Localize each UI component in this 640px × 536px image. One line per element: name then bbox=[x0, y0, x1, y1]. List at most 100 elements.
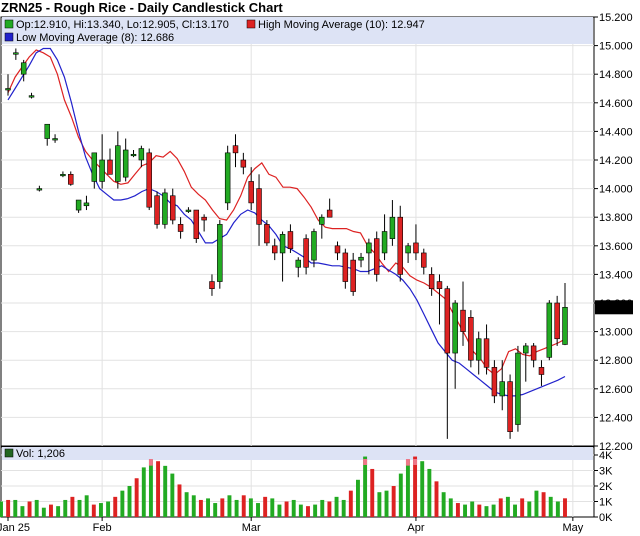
candle-body bbox=[475, 338, 482, 361]
volume-bar bbox=[220, 498, 225, 517]
high-ma-legend-swatch bbox=[246, 19, 256, 29]
candle-body bbox=[130, 153, 137, 157]
candle-body bbox=[264, 224, 270, 244]
volume-bar bbox=[134, 478, 139, 517]
volume-bar bbox=[498, 498, 503, 517]
candle-body bbox=[5, 88, 11, 91]
volume-tick-label: 2K bbox=[599, 481, 613, 493]
volume-bar bbox=[91, 504, 96, 517]
candle-body bbox=[546, 302, 553, 358]
candle-body bbox=[562, 306, 568, 345]
low-ma-legend-text: Low Moving Average (8): 12.686 bbox=[16, 32, 174, 44]
volume-bar bbox=[513, 504, 517, 517]
candle-body bbox=[201, 216, 207, 221]
candle-body bbox=[138, 148, 145, 161]
volume-bar bbox=[341, 499, 346, 517]
volume-bar bbox=[198, 499, 203, 517]
candle-body bbox=[515, 352, 521, 425]
candle-body bbox=[115, 145, 121, 182]
price-panel bbox=[0, 16, 595, 447]
volume-bar bbox=[256, 503, 260, 517]
price-tick-label: 12.600 bbox=[599, 384, 633, 396]
volume-bar bbox=[355, 479, 360, 517]
candle-body bbox=[350, 259, 356, 292]
price-tick-label: 13.000 bbox=[599, 327, 633, 339]
candle-body bbox=[154, 195, 160, 225]
candle-body bbox=[60, 174, 66, 177]
candle-body bbox=[224, 152, 231, 204]
candle-body bbox=[319, 216, 325, 225]
candle-body bbox=[483, 338, 490, 368]
volume-bar bbox=[270, 498, 275, 517]
price-tick-label: 14.200 bbox=[599, 155, 633, 167]
candle-body bbox=[530, 345, 537, 361]
volume-bar bbox=[141, 467, 146, 517]
volume-overflow-mark bbox=[363, 459, 368, 465]
price-tick-label: 14.600 bbox=[599, 98, 633, 110]
candle-body bbox=[52, 138, 58, 141]
date-label: Jan 25 bbox=[0, 522, 30, 534]
volume-bar bbox=[113, 496, 118, 517]
volume-bar bbox=[120, 490, 125, 517]
volume-bar bbox=[370, 468, 375, 517]
volume-bar bbox=[441, 492, 446, 517]
volume-bar bbox=[27, 501, 32, 517]
volume-bar bbox=[6, 499, 11, 517]
candle-body bbox=[28, 95, 35, 98]
volume-bar bbox=[127, 486, 132, 517]
candle-body bbox=[428, 274, 435, 289]
volume-bar bbox=[348, 490, 353, 517]
candle-body bbox=[279, 234, 286, 254]
price-tick-label: 14.400 bbox=[599, 126, 633, 138]
volume-bar bbox=[284, 501, 289, 517]
volume-bar bbox=[291, 499, 296, 517]
volume-bar bbox=[398, 473, 403, 517]
candle-body bbox=[554, 302, 560, 340]
volume-bar bbox=[520, 498, 525, 517]
volume-bar bbox=[177, 484, 182, 517]
candle-body bbox=[491, 367, 498, 397]
candle-body bbox=[272, 245, 278, 254]
volume-bar bbox=[484, 506, 489, 517]
candle-body bbox=[122, 149, 129, 178]
ohlc-legend-text: Op:12.910, Hi:13.340, Lo:12.905, Cl:13.1… bbox=[16, 19, 229, 31]
volume-tick-label: 3K bbox=[599, 466, 613, 478]
volume-bar bbox=[527, 501, 532, 517]
volume-bar bbox=[563, 498, 567, 517]
volume-bar bbox=[313, 504, 318, 517]
high-ma-legend-text: High Moving Average (10): 12.947 bbox=[258, 19, 425, 31]
candle-body bbox=[99, 159, 105, 182]
volume-bar bbox=[470, 501, 475, 517]
volume-bar bbox=[170, 473, 175, 517]
volume-bar bbox=[106, 501, 111, 517]
candle-body bbox=[413, 242, 419, 254]
candle-body bbox=[452, 302, 458, 354]
volume-bar bbox=[70, 496, 75, 517]
candle-body bbox=[342, 252, 349, 282]
volume-bar bbox=[413, 456, 418, 517]
volume-bar bbox=[427, 468, 432, 517]
volume-bar bbox=[541, 492, 546, 517]
price-tick-label: 15.000 bbox=[599, 41, 633, 53]
candle-body bbox=[334, 245, 341, 254]
volume-bar bbox=[84, 495, 89, 517]
candle-body bbox=[405, 245, 411, 254]
candle-body bbox=[295, 259, 301, 268]
volume-bar bbox=[156, 461, 161, 517]
volume-bar bbox=[34, 499, 39, 517]
volume-bar bbox=[534, 490, 539, 517]
volume-bar bbox=[20, 506, 25, 517]
candle-body bbox=[326, 209, 333, 218]
candle-body bbox=[20, 62, 27, 75]
candle-body bbox=[303, 238, 309, 268]
candle-body bbox=[256, 188, 262, 225]
candle-body bbox=[389, 216, 396, 239]
candle-body bbox=[91, 152, 98, 182]
volume-bar bbox=[213, 503, 218, 517]
date-label: May bbox=[562, 522, 583, 534]
volume-bar bbox=[234, 499, 239, 517]
volume-bar bbox=[327, 501, 332, 517]
date-label: Feb bbox=[93, 522, 112, 534]
candle-body bbox=[468, 316, 474, 361]
